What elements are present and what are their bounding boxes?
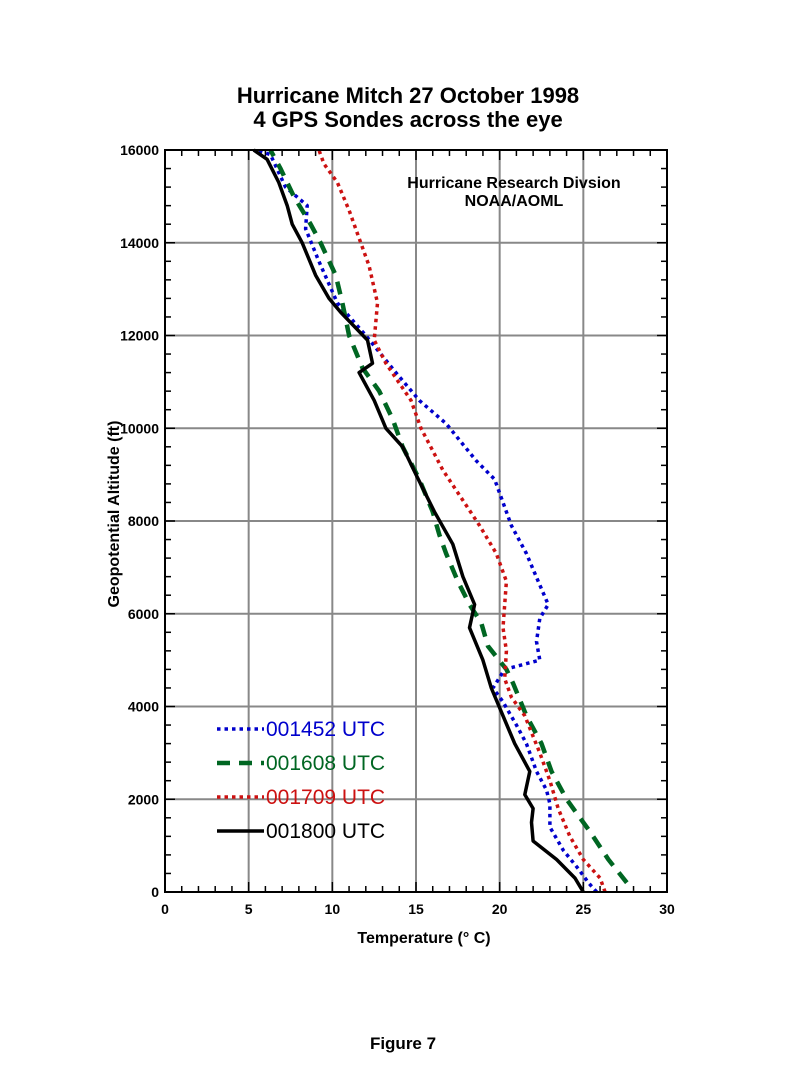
y-axis-label: Geopotential Altitude (ft) — [106, 421, 123, 608]
x-tick-label-5: 5 — [245, 901, 253, 917]
annotation-line-1: Hurricane Research Divsion — [407, 175, 620, 192]
chart-title: Hurricane Mitch 27 October 1998 — [237, 83, 579, 108]
y-tick-label-6000: 6000 — [128, 606, 159, 622]
y-tick-label-16000: 16000 — [120, 142, 159, 158]
x-tick-label-10: 10 — [325, 901, 341, 917]
y-tick-labels: 0 2000 4000 6000 8000 10000 12000 14000 16000 — [120, 142, 159, 900]
y-tick-label-4000: 4000 — [128, 699, 159, 715]
legend-label-3: 001800 UTC — [266, 820, 385, 843]
y-tick-label-2000: 2000 — [128, 791, 159, 807]
grid-lines — [165, 150, 667, 892]
legend-label-1: 001608 UTC — [266, 752, 385, 775]
chart-subtitle: 4 GPS Sondes across the eye — [253, 107, 562, 132]
y-tick-label-8000: 8000 — [128, 513, 159, 529]
plot-frame — [164, 149, 668, 893]
x-tick-label-25: 25 — [576, 901, 592, 917]
legend: 001452 UTC 001608 UTC 001709 UTC 001800 UTC — [217, 718, 385, 843]
y-tick-label-0: 0 — [151, 884, 159, 900]
x-tick-label-20: 20 — [492, 901, 508, 917]
figure-caption: Figure 7 — [370, 1034, 436, 1053]
annotation-line-2: NOAA/AOML — [465, 193, 564, 210]
series-layer — [252, 148, 629, 894]
y-tick-label-12000: 12000 — [120, 328, 159, 344]
y-tick-label-10000: 10000 — [120, 420, 159, 436]
x-axis-label: Temperature (° C) — [357, 930, 490, 947]
series-line-3 — [252, 148, 585, 893]
legend-label-2: 001709 UTC — [266, 786, 385, 809]
y-tick-label-14000: 14000 — [120, 235, 159, 251]
legend-label-0: 001452 UTC — [266, 718, 385, 741]
x-tick-label-30: 30 — [659, 901, 675, 917]
x-tick-label-0: 0 — [161, 901, 169, 917]
x-tick-label-15: 15 — [408, 901, 424, 917]
series-line-1 — [268, 148, 629, 885]
series-line-2 — [317, 149, 607, 893]
x-tick-labels: 0 5 10 15 20 25 30 — [161, 901, 675, 917]
series-line-0 — [256, 148, 599, 894]
